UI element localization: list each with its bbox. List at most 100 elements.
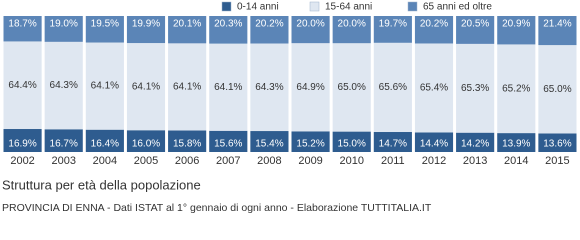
- value-label: 65.6%: [379, 82, 407, 93]
- value-label: 64.3%: [255, 82, 283, 93]
- bar-segment: [497, 16, 536, 45]
- bar-segment: [250, 43, 289, 132]
- value-label: 64.1%: [214, 82, 242, 93]
- value-label: 20.2%: [420, 19, 448, 30]
- legend-swatch: [407, 1, 418, 12]
- value-label: 65.2%: [502, 83, 530, 94]
- x-tick-label: 2010: [339, 155, 363, 167]
- bar-segment: [126, 130, 166, 152]
- value-label: 16.0%: [132, 139, 160, 150]
- x-tick-label: 2006: [175, 155, 199, 167]
- value-label: 64.1%: [132, 81, 160, 92]
- value-label: 20.2%: [255, 19, 283, 30]
- bar-segment: [291, 16, 330, 44]
- value-label: 14.4%: [420, 139, 448, 150]
- bar-segment: [85, 16, 124, 43]
- bar-segment: [497, 44, 536, 134]
- value-label: 64.3%: [50, 80, 78, 91]
- bar-segment: [3, 41, 42, 130]
- value-label: 19.5%: [91, 19, 119, 30]
- x-tick-label: 2005: [134, 155, 158, 167]
- value-label: 65.0%: [338, 82, 366, 93]
- chart: Struttura per età della popolazione PROV…: [2, 1, 577, 214]
- value-label: 21.4%: [543, 19, 571, 30]
- bar-segment: [3, 129, 42, 152]
- value-label: 16.7%: [50, 139, 78, 150]
- bar-segment: [44, 129, 83, 152]
- bar-segment: [209, 130, 248, 152]
- bar-segment: [126, 43, 166, 131]
- value-label: 16.4%: [91, 139, 119, 150]
- x-tick-label: 2008: [257, 155, 281, 167]
- source-note: PROVINCIA DI ENNA - Dati ISTAT al 1° gen…: [2, 202, 432, 214]
- value-label: 19.7%: [379, 19, 407, 30]
- bar-segment: [538, 16, 577, 46]
- bar-segment: [373, 132, 412, 152]
- value-label: 64.9%: [296, 82, 324, 93]
- value-label: 20.0%: [338, 19, 366, 30]
- value-label: 65.4%: [420, 83, 448, 94]
- legend-label: 15-64 anni: [325, 2, 372, 13]
- value-label: 16.9%: [8, 139, 36, 150]
- value-label: 13.6%: [543, 139, 571, 150]
- value-label: 15.2%: [296, 139, 324, 150]
- bar-segment: [373, 42, 412, 133]
- legend-label: 65 anni ed oltre: [423, 2, 492, 13]
- value-label: 18.7%: [8, 19, 36, 30]
- bar-segment: [456, 132, 495, 152]
- value-label: 15.4%: [255, 139, 283, 150]
- bar-segment: [209, 16, 248, 44]
- legend-swatch: [221, 1, 232, 12]
- bar-segment: [168, 16, 207, 44]
- bar-segment: [332, 16, 371, 44]
- value-label: 14.2%: [461, 139, 489, 150]
- value-label: 20.3%: [214, 19, 242, 30]
- value-label: 64.1%: [91, 81, 119, 92]
- bar-segment: [3, 16, 42, 42]
- value-label: 64.4%: [8, 80, 36, 91]
- bar-segment: [414, 16, 454, 44]
- bar-segment: [332, 131, 371, 152]
- value-label: 19.9%: [132, 19, 160, 30]
- bar-segment: [332, 43, 371, 132]
- bar-segment: [291, 43, 330, 132]
- bar-segment: [291, 131, 330, 152]
- bar-segment: [85, 42, 124, 130]
- value-label: 15.0%: [338, 139, 366, 150]
- bar-segment: [538, 133, 577, 152]
- bar-segment: [373, 16, 412, 43]
- x-tick-label: 2013: [463, 155, 487, 167]
- value-label: 65.3%: [461, 83, 489, 94]
- value-label: 14.7%: [379, 139, 407, 150]
- x-tick-label: 2015: [545, 155, 569, 167]
- x-tick-label: 2003: [51, 155, 75, 167]
- bar-segment: [414, 132, 454, 152]
- x-tick-label: 2014: [504, 155, 528, 167]
- x-tick-label: 2011: [381, 155, 405, 167]
- value-label: 20.5%: [461, 19, 489, 30]
- bar-segment: [126, 16, 166, 44]
- value-label: 20.1%: [173, 19, 201, 30]
- x-tick-label: 2002: [10, 155, 34, 167]
- value-label: 20.0%: [296, 19, 324, 30]
- bar-segment: [168, 43, 207, 131]
- value-label: 65.0%: [543, 84, 571, 95]
- legend-label: 0-14 anni: [237, 2, 279, 13]
- bar-segment: [44, 41, 83, 130]
- bar-segment: [209, 43, 248, 131]
- x-tick-label: 2007: [216, 155, 240, 167]
- x-tick-label: 2009: [298, 155, 322, 167]
- bar-segment: [44, 16, 83, 42]
- bar-segment: [85, 129, 124, 152]
- value-label: 19.0%: [50, 19, 78, 30]
- bar-segment: [538, 45, 577, 134]
- legend-swatch: [309, 1, 320, 12]
- value-label: 15.8%: [173, 139, 201, 150]
- bar-segment: [250, 16, 289, 44]
- chart-title: Struttura per età della popolazione: [2, 177, 201, 192]
- value-label: 15.6%: [214, 139, 242, 150]
- value-label: 20.9%: [502, 19, 530, 30]
- value-label: 13.9%: [502, 139, 530, 150]
- x-tick-label: 2004: [93, 155, 117, 167]
- bar-segment: [497, 133, 536, 152]
